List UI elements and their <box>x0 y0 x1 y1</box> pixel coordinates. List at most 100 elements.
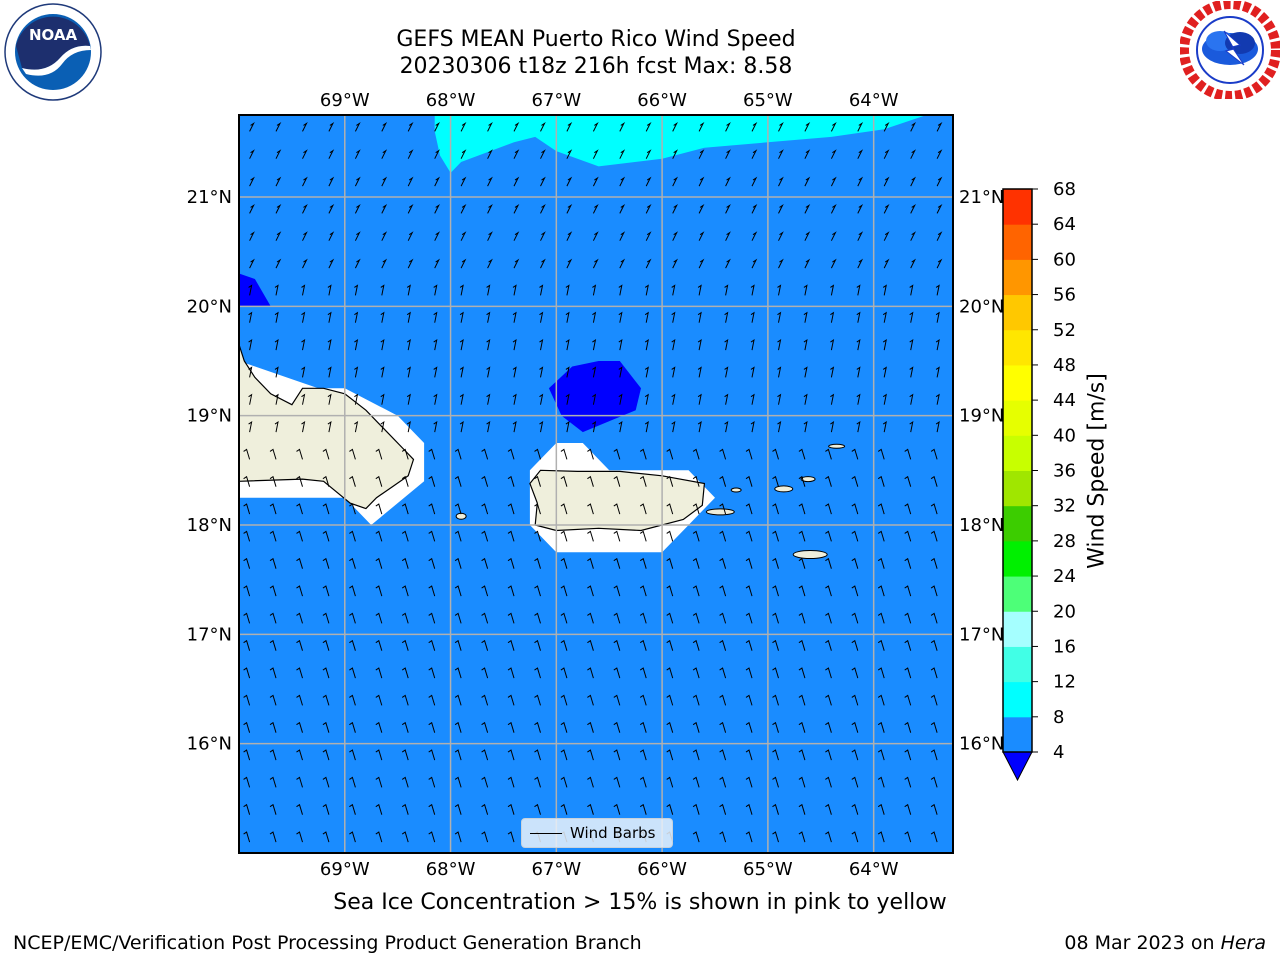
wind-barb <box>296 776 303 788</box>
wind-barb <box>560 749 568 761</box>
wind-barb <box>666 448 674 460</box>
calm-patch-west <box>239 273 271 307</box>
wind-barb <box>566 176 573 187</box>
anegada-island <box>828 443 846 449</box>
wind-barb <box>560 612 568 624</box>
wind-barb <box>830 176 837 187</box>
wind-barb <box>639 530 647 542</box>
wind-barb <box>698 176 705 187</box>
wind-barb <box>910 149 916 159</box>
wind-barb <box>534 585 541 597</box>
wind-barb <box>433 339 438 351</box>
wind-barb <box>639 503 647 515</box>
wind-barb <box>328 203 335 214</box>
colorbar-tick-label: 24 <box>1053 566 1076 587</box>
wind-barb <box>275 231 282 241</box>
wind-barb <box>486 339 491 351</box>
wind-barb <box>539 421 544 433</box>
wind-barb <box>619 149 626 159</box>
wind-barb <box>930 475 938 487</box>
wind-barb <box>428 803 436 815</box>
colorbar-tick-label: 52 <box>1053 320 1076 341</box>
wind-barb <box>540 203 546 214</box>
wind-barb <box>778 149 784 159</box>
wind-barb <box>565 393 570 405</box>
wind-barb <box>672 258 678 269</box>
wind-barb <box>243 694 251 706</box>
wind-barb <box>434 176 440 187</box>
wind-barb <box>825 639 832 651</box>
wind-barb <box>772 694 779 706</box>
wind-barb <box>249 203 255 214</box>
wind-barb <box>724 311 729 323</box>
wind-barb <box>645 121 652 132</box>
wind-barb <box>645 203 652 214</box>
wind-barb <box>459 366 464 378</box>
wind-barb <box>856 421 861 433</box>
wind-barb <box>719 557 727 569</box>
wind-barb <box>269 667 277 679</box>
wind-barb <box>778 258 784 269</box>
wind-barb <box>243 639 251 651</box>
colorbar-extend-arrow <box>1002 751 1033 782</box>
wind-barb <box>904 475 912 487</box>
wind-barb <box>803 393 808 405</box>
wind-barb <box>803 339 808 351</box>
wind-barb <box>851 530 859 542</box>
wind-barb <box>930 585 938 597</box>
wind-barb <box>935 421 940 433</box>
wind-barb <box>798 612 806 624</box>
wind-barb <box>613 667 621 679</box>
wind-barb <box>507 503 515 515</box>
wind-barb <box>296 448 303 460</box>
wind-barb <box>401 585 409 597</box>
wind-barb <box>719 694 727 706</box>
wind-barb <box>302 121 308 132</box>
wind-barb <box>275 203 282 214</box>
wind-barb <box>507 639 515 651</box>
colorbar-tick-label: 20 <box>1053 601 1076 622</box>
wind-barb <box>322 503 330 515</box>
wind-barb <box>644 311 649 323</box>
wind-barb <box>507 831 515 843</box>
wind-barb <box>751 176 758 187</box>
wind-barb <box>592 176 599 187</box>
wind-barb <box>274 393 279 405</box>
wind-barb <box>697 284 702 296</box>
wind-barb <box>454 721 462 733</box>
wind-barb <box>587 612 594 624</box>
wind-barb <box>587 694 594 706</box>
wind-barb <box>243 585 251 597</box>
wind-barb <box>930 448 938 460</box>
wind-barb <box>249 231 255 241</box>
colorbar-segment <box>1003 505 1032 542</box>
wind-barb <box>936 149 943 159</box>
wind-barb <box>725 258 731 269</box>
wind-barb <box>401 639 409 651</box>
wind-barb <box>354 311 359 323</box>
wind-barb <box>349 612 356 624</box>
wind-barb <box>857 258 864 269</box>
wind-barb <box>639 667 647 679</box>
wind-barb <box>512 366 517 378</box>
wind-barb <box>698 258 705 269</box>
wind-barb <box>354 231 361 241</box>
wind-barb <box>327 311 332 323</box>
wind-barb <box>434 149 440 159</box>
wind-barb <box>401 612 409 624</box>
wind-barb <box>587 475 594 487</box>
wind-barb <box>825 448 832 460</box>
wind-barb <box>851 612 859 624</box>
wind-barb <box>243 667 251 679</box>
wind-barb <box>540 258 546 269</box>
wind-barb <box>481 639 489 651</box>
colorbar-tick-label: 32 <box>1053 496 1076 517</box>
wind-barb <box>877 639 885 651</box>
wind-barb <box>936 176 943 187</box>
wind-barb <box>618 393 623 405</box>
wind-barb <box>296 721 303 733</box>
wind-barb <box>301 393 306 405</box>
wind-barb <box>269 503 277 515</box>
wind-barb <box>698 121 705 132</box>
culebra-island <box>730 487 742 493</box>
